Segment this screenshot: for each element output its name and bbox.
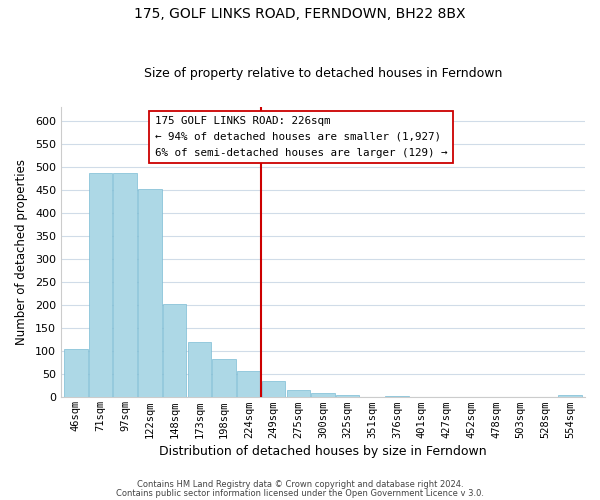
Y-axis label: Number of detached properties: Number of detached properties	[15, 159, 28, 345]
Bar	[113, 173, 137, 398]
Text: Contains HM Land Registry data © Crown copyright and database right 2024.: Contains HM Land Registry data © Crown c…	[137, 480, 463, 489]
X-axis label: Distribution of detached houses by size in Ferndown: Distribution of detached houses by size …	[159, 444, 487, 458]
Text: 175, GOLF LINKS ROAD, FERNDOWN, BH22 8BX: 175, GOLF LINKS ROAD, FERNDOWN, BH22 8BX	[134, 8, 466, 22]
Bar	[138, 189, 161, 398]
Bar	[188, 342, 211, 398]
Bar	[64, 349, 88, 398]
Bar	[163, 304, 187, 398]
Bar	[311, 393, 335, 398]
Title: Size of property relative to detached houses in Ferndown: Size of property relative to detached ho…	[144, 66, 502, 80]
Bar	[287, 390, 310, 398]
Text: 175 GOLF LINKS ROAD: 226sqm
← 94% of detached houses are smaller (1,927)
6% of s: 175 GOLF LINKS ROAD: 226sqm ← 94% of det…	[155, 116, 448, 158]
Bar	[237, 371, 260, 398]
Bar	[262, 381, 285, 398]
Text: Contains public sector information licensed under the Open Government Licence v : Contains public sector information licen…	[116, 488, 484, 498]
Bar	[336, 396, 359, 398]
Bar	[212, 359, 236, 398]
Bar	[559, 395, 582, 398]
Bar	[385, 396, 409, 398]
Bar	[89, 173, 112, 398]
